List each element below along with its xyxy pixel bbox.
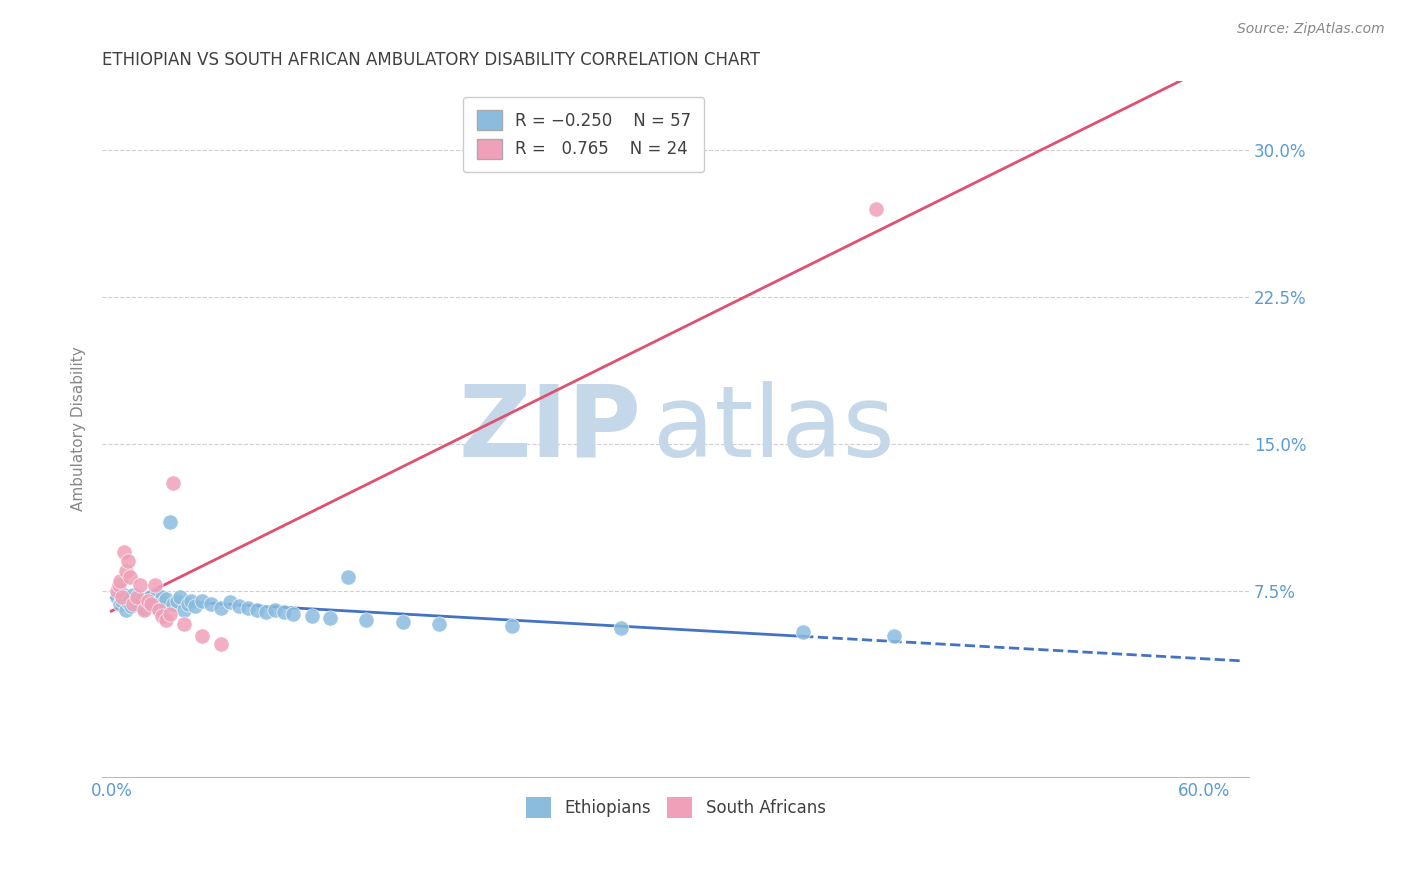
Point <box>155 613 177 627</box>
Point <box>112 544 135 558</box>
Point <box>169 590 191 604</box>
Point <box>129 595 152 609</box>
Point <box>148 603 170 617</box>
Point <box>129 578 152 592</box>
Point <box>264 603 287 617</box>
Point <box>337 570 360 584</box>
Point <box>110 574 132 588</box>
Point <box>177 598 200 612</box>
Point <box>236 601 259 615</box>
Point <box>118 570 141 584</box>
Point <box>501 619 523 633</box>
Point <box>301 609 323 624</box>
Point <box>115 603 138 617</box>
Text: ZIP: ZIP <box>458 381 641 477</box>
Point <box>159 515 181 529</box>
Point <box>191 593 214 607</box>
Point <box>135 593 157 607</box>
Point <box>283 607 305 622</box>
Point <box>883 629 905 643</box>
Point <box>124 593 146 607</box>
Point <box>180 593 202 607</box>
Point <box>254 605 277 619</box>
Point <box>112 588 135 602</box>
Point <box>148 598 170 612</box>
Point <box>117 554 139 568</box>
Point <box>142 599 165 614</box>
Point <box>149 593 172 607</box>
Point <box>120 599 142 614</box>
Point <box>131 591 153 606</box>
Point <box>150 609 173 624</box>
Point <box>173 617 195 632</box>
Point <box>146 588 169 602</box>
Legend: Ethiopians, South Africans: Ethiopians, South Africans <box>519 790 832 824</box>
Point <box>143 578 166 592</box>
Point <box>865 202 887 216</box>
Text: Source: ZipAtlas.com: Source: ZipAtlas.com <box>1237 22 1385 37</box>
Point <box>155 591 177 606</box>
Point <box>136 598 159 612</box>
Point <box>105 590 128 604</box>
Point <box>273 605 295 619</box>
Point <box>319 611 342 625</box>
Point <box>141 598 163 612</box>
Point <box>354 613 377 627</box>
Point <box>111 593 134 607</box>
Point <box>173 603 195 617</box>
Point <box>117 595 139 609</box>
Point <box>122 598 145 612</box>
Point <box>191 629 214 643</box>
Point <box>228 599 250 614</box>
Point <box>218 595 240 609</box>
Text: atlas: atlas <box>652 381 894 477</box>
Point <box>132 601 155 615</box>
Point <box>138 590 160 604</box>
Point <box>122 588 145 602</box>
Point <box>107 583 129 598</box>
Point <box>209 637 232 651</box>
Point <box>110 598 132 612</box>
Point <box>105 583 128 598</box>
Point <box>128 590 150 604</box>
Point <box>143 591 166 606</box>
Point <box>136 593 159 607</box>
Point <box>200 598 222 612</box>
Point <box>141 595 163 609</box>
Point <box>115 564 138 578</box>
Point <box>162 598 184 612</box>
Point <box>391 615 413 629</box>
Point <box>610 621 633 635</box>
Point <box>111 590 134 604</box>
Point <box>125 598 148 612</box>
Point <box>166 593 188 607</box>
Point <box>792 624 814 639</box>
Point <box>153 595 176 609</box>
Y-axis label: Ambulatory Disability: Ambulatory Disability <box>72 347 86 511</box>
Point <box>427 617 450 632</box>
Point <box>159 607 181 622</box>
Point <box>162 475 184 490</box>
Text: ETHIOPIAN VS SOUTH AFRICAN AMBULATORY DISABILITY CORRELATION CHART: ETHIOPIAN VS SOUTH AFRICAN AMBULATORY DI… <box>103 51 761 69</box>
Point <box>132 603 155 617</box>
Point <box>209 601 232 615</box>
Point <box>125 590 148 604</box>
Point <box>118 591 141 606</box>
Point <box>246 603 269 617</box>
Point <box>107 578 129 592</box>
Point <box>150 590 173 604</box>
Point <box>184 599 207 614</box>
